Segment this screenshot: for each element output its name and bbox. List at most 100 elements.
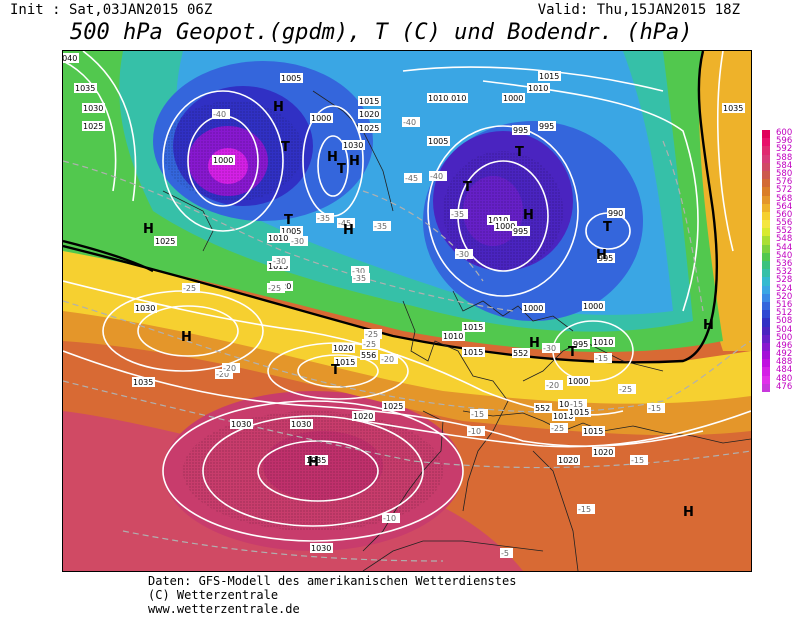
pressure-label: 1015 <box>463 323 483 332</box>
pressure-label: 1010 <box>553 412 573 421</box>
pressure-label-bg <box>592 447 615 457</box>
pressure-label-bg <box>582 301 605 311</box>
low-pressure-marker: T <box>331 363 340 378</box>
pressure-label: 1010 <box>528 84 548 93</box>
legend-swatch <box>762 359 770 368</box>
temperature-label: -25 <box>183 284 196 293</box>
weather-map: 1040 1035 1030 1025 1005 1015 1020 1025 1030 1000… <box>62 50 752 572</box>
init-time: Init : Sat,03JAN2015 06Z <box>10 2 213 18</box>
pressure-label: 1015 <box>539 72 559 81</box>
temperature-label-bg <box>362 339 380 349</box>
pressure-label-bg <box>352 411 375 421</box>
legend-row: 480 <box>762 374 798 384</box>
legend-label: 568 <box>776 193 793 204</box>
low-pressure-marker: T <box>281 140 290 155</box>
legend-row: 588 <box>762 153 798 163</box>
pressure-label-bg <box>427 93 450 103</box>
pressure-label-bg <box>310 113 333 123</box>
pressure-label-bg <box>462 322 485 332</box>
temperature-label: -30 <box>352 267 365 276</box>
temperature-label-bg <box>647 403 665 413</box>
legend-row: 540 <box>762 250 798 261</box>
legend-swatch <box>762 236 770 245</box>
pressure-label-bg <box>512 226 530 236</box>
legend-label: 484 <box>776 365 793 376</box>
pressure-label-bg <box>280 73 303 83</box>
pressure-label-bg <box>342 140 365 150</box>
geopotential-label-bg <box>360 350 378 360</box>
geopotential-label-bg <box>512 348 530 358</box>
temperature-label: -45 <box>405 174 418 183</box>
legend-label: 564 <box>776 201 793 212</box>
legend-label: 540 <box>776 250 793 261</box>
temperature-label-bg <box>182 283 200 293</box>
legend-label: 520 <box>776 291 793 302</box>
temperature-label: -15 <box>648 404 661 413</box>
legend-label: 580 <box>776 168 793 179</box>
pressure-label-bg <box>230 419 253 429</box>
pressure-label: 995 <box>573 340 588 349</box>
pressure-label: 1035 <box>723 104 743 113</box>
legend-row: 592 <box>762 144 798 155</box>
temperature-label: -25 <box>363 340 376 349</box>
pressure-label-bg <box>305 455 328 465</box>
pressure-label: 1005 <box>281 74 301 83</box>
pressure-label-bg <box>358 96 381 106</box>
pressure-label: 990 <box>608 209 623 218</box>
legend-row: 580 <box>762 168 798 180</box>
high-pressure-marker: H <box>181 330 192 345</box>
pressure-label-bg <box>552 411 575 421</box>
legend-label: 544 <box>776 242 793 253</box>
geopotential-label-bg <box>534 403 552 413</box>
pressure-label: 1010 <box>268 234 288 243</box>
pressure-label-bg <box>82 103 105 113</box>
legend-swatch <box>762 261 770 270</box>
temperature-label-bg <box>352 273 370 283</box>
legend-swatch <box>762 375 770 384</box>
temperature-label-bg <box>364 329 382 339</box>
high-pressure-marker: H <box>523 208 534 223</box>
legend-row: 576 <box>762 177 798 188</box>
pressure-label-bg <box>442 331 465 341</box>
pressure-label-bg <box>487 215 510 225</box>
isotherms <box>63 140 751 562</box>
legend-row: 512 <box>762 308 798 319</box>
temperature-label-bg <box>380 354 398 364</box>
legend-row: 500 <box>762 333 798 343</box>
temperature-label-bg <box>337 218 355 228</box>
temperature-label-bg <box>455 249 473 259</box>
pressure-label: 1040 <box>63 54 77 63</box>
footer-url[interactable]: www.wetterzentrale.de <box>148 602 300 616</box>
pressure-label: 995 <box>539 122 554 131</box>
pressure-label: 995 <box>513 126 528 135</box>
pressure-label-bg <box>557 455 580 465</box>
legend-row: 568 <box>762 193 798 204</box>
temperature-label-bg <box>470 409 488 419</box>
legend-label: 556 <box>776 218 793 229</box>
temperature-label: -30 <box>543 344 556 353</box>
pressure-label: 1000 <box>503 94 523 103</box>
pressure-label: 1030 <box>291 420 311 429</box>
high-pressure-marker: H <box>683 505 694 520</box>
temperature-label: -15 <box>578 505 591 514</box>
pressure-label: 1010 <box>593 338 613 347</box>
pressure-label: 1000 <box>583 302 603 311</box>
temperature-label-bg <box>630 455 648 465</box>
legend-row: 532 <box>762 267 798 278</box>
legend-label: 504 <box>776 324 793 335</box>
legend-swatch <box>762 285 770 294</box>
dots-south <box>183 411 443 531</box>
pressure-label-bg <box>445 93 468 103</box>
pressure-label-bg <box>582 426 605 436</box>
pressure-label: 1030 <box>311 544 331 553</box>
pressure-label: 1015 <box>268 262 288 271</box>
legend-row: 560 <box>762 210 798 221</box>
legend-swatch <box>762 244 770 253</box>
temperature-label: -25 <box>619 385 632 394</box>
pressure-label: 1000 <box>568 377 588 386</box>
legend-label: 476 <box>776 381 793 392</box>
low-pressure-marker: T <box>463 180 472 195</box>
legend-label: 536 <box>776 259 793 269</box>
footer: Daten: GFS-Modell des amerikanischen Wet… <box>148 574 516 616</box>
temperature-label-bg <box>450 209 468 219</box>
